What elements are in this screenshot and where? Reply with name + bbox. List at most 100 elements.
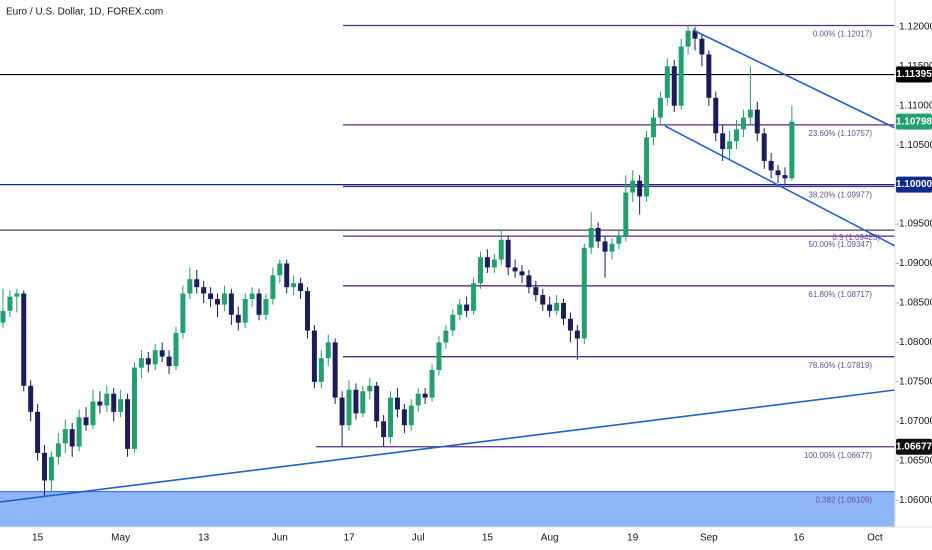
candle-body — [533, 287, 539, 296]
candle-body — [678, 46, 684, 106]
candle-body — [464, 304, 470, 311]
candle-body — [754, 109, 760, 134]
candle-body — [104, 393, 110, 406]
candle-body — [194, 279, 200, 288]
candle-body — [291, 283, 297, 288]
candle-body — [734, 129, 740, 142]
channel-lower — [664, 125, 896, 247]
candle-body — [125, 399, 131, 449]
candle-body — [21, 293, 27, 386]
x-tick-label: Oct — [867, 533, 883, 544]
y-tick-label: 1.11000 — [899, 100, 932, 111]
candle-body — [595, 227, 601, 242]
level-box-label: 1.11395 — [896, 69, 932, 80]
level-box-label: 1.10000 — [896, 179, 932, 190]
x-tick-label: Aug — [541, 533, 559, 544]
candle-body — [208, 293, 214, 300]
candle-body — [7, 296, 13, 311]
candle-body — [706, 54, 712, 98]
candle-body — [657, 97, 663, 118]
candle-body — [381, 421, 387, 438]
candle-body — [221, 293, 227, 305]
zone-label: 0.382 (1.06109) — [816, 496, 873, 505]
candle-body — [567, 318, 573, 331]
price-box — [896, 113, 932, 130]
candle-body — [131, 367, 137, 449]
y-tick-label: 1.08000 — [899, 337, 932, 348]
candle-body — [685, 30, 691, 47]
candle-body — [76, 417, 82, 447]
candle-body — [415, 393, 421, 406]
candle-body — [277, 263, 283, 276]
candle-body — [242, 299, 248, 323]
price-box — [896, 438, 932, 455]
candle-body — [256, 293, 262, 315]
candle-body — [332, 342, 338, 398]
candle-body — [547, 304, 553, 311]
candle-body — [263, 299, 269, 315]
fib-label: 78.60% (1.07819) — [808, 361, 872, 370]
y-tick-label: 1.10500 — [899, 140, 932, 151]
candle-body — [768, 160, 774, 171]
candle-body — [650, 117, 656, 138]
candle-body — [28, 385, 34, 412]
candle-body — [740, 117, 746, 130]
candle-body — [14, 293, 20, 297]
candle-body — [436, 342, 442, 371]
candle-body — [574, 330, 580, 339]
candle-body — [408, 405, 414, 426]
y-tick-label: 1.09000 — [899, 258, 932, 269]
candle-body — [671, 66, 677, 106]
candle-body — [318, 358, 324, 382]
candle-body — [664, 66, 670, 98]
y-tick-label: 1.11500 — [899, 61, 932, 72]
candle-body — [450, 314, 456, 331]
x-tick-label: 17 — [343, 533, 355, 544]
candle-body — [166, 356, 172, 367]
fib-label: 23.60% (1.10757) — [808, 129, 872, 138]
candle-body — [180, 293, 186, 333]
candle-body — [747, 109, 753, 118]
candle-body — [83, 417, 89, 426]
candle-body — [111, 393, 117, 412]
candle-body — [249, 293, 255, 300]
candle-body — [561, 302, 567, 319]
candle-body — [0, 310, 6, 323]
candle-body — [491, 259, 497, 268]
candle-body — [394, 397, 400, 410]
candle-body — [457, 304, 463, 315]
candle-body — [325, 342, 331, 359]
candle-body — [69, 429, 75, 447]
candle-body — [422, 393, 428, 398]
candle-body — [471, 283, 477, 311]
candle-body — [588, 227, 594, 248]
candle-body — [90, 401, 96, 426]
candle-body — [713, 97, 719, 134]
x-tick-label: 13 — [198, 533, 210, 544]
channel-upper — [692, 29, 896, 129]
candle-body — [173, 332, 179, 367]
candle-body — [699, 38, 705, 55]
candle-body — [339, 397, 345, 426]
price-box-label: 1.06677 — [896, 441, 932, 452]
candle-body — [48, 456, 54, 481]
candle-body — [62, 429, 68, 444]
candle-body — [630, 180, 636, 193]
fib-label: 100.00% (1.06677) — [804, 451, 872, 460]
candle-body — [138, 358, 144, 368]
price-box-label: 1.10798 — [896, 116, 932, 127]
x-tick-label: 16 — [793, 533, 805, 544]
candle-body — [145, 358, 151, 365]
candle-body — [505, 239, 511, 268]
y-tick-label: 1.12000 — [899, 21, 932, 32]
candle-body — [616, 235, 622, 244]
candle-body — [401, 409, 407, 426]
candle-body — [235, 314, 241, 323]
candle-body — [789, 121, 795, 179]
candle-body — [228, 293, 234, 315]
y-tick-label: 1.09500 — [899, 219, 932, 230]
candle-body — [311, 330, 317, 382]
candle-body — [55, 443, 61, 457]
